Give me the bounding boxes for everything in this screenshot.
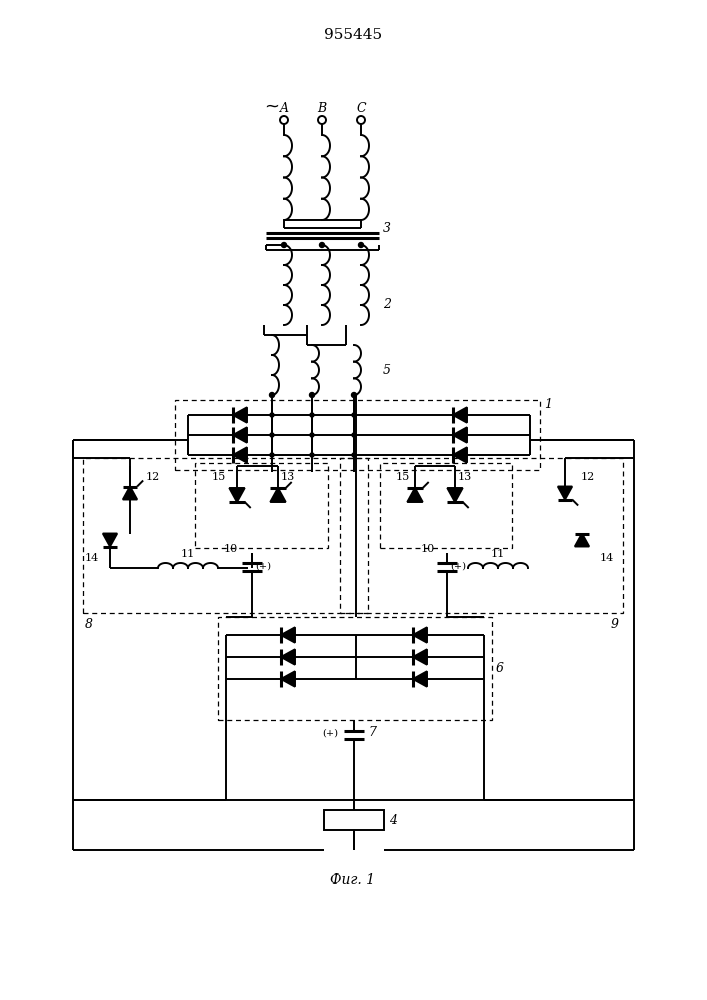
- Polygon shape: [233, 427, 247, 443]
- Polygon shape: [229, 488, 245, 502]
- Circle shape: [351, 392, 356, 397]
- Text: 8: 8: [85, 618, 93, 631]
- Circle shape: [310, 433, 314, 437]
- Circle shape: [310, 453, 314, 457]
- Text: 10: 10: [223, 544, 238, 554]
- Circle shape: [352, 413, 356, 417]
- Circle shape: [270, 433, 274, 437]
- Bar: [380, 463, 512, 548]
- Polygon shape: [270, 488, 286, 502]
- Text: (+): (+): [255, 562, 271, 571]
- Circle shape: [352, 433, 356, 437]
- Circle shape: [270, 413, 274, 417]
- Polygon shape: [413, 627, 427, 643]
- Bar: [218, 617, 492, 720]
- Text: 2: 2: [383, 298, 391, 312]
- Text: 1: 1: [544, 398, 552, 412]
- Text: (+): (+): [322, 728, 338, 738]
- Text: 12: 12: [146, 472, 160, 482]
- Bar: [175, 400, 540, 470]
- Text: 7: 7: [368, 726, 376, 740]
- Text: C: C: [356, 102, 366, 114]
- Text: 5: 5: [383, 363, 391, 376]
- Text: 15: 15: [212, 472, 226, 482]
- Polygon shape: [281, 671, 295, 687]
- Polygon shape: [407, 488, 423, 502]
- Polygon shape: [413, 671, 427, 687]
- Text: 13: 13: [281, 472, 295, 482]
- Polygon shape: [453, 427, 467, 443]
- Text: 11: 11: [491, 549, 505, 559]
- Text: ~: ~: [264, 98, 279, 116]
- Circle shape: [310, 413, 314, 417]
- Bar: [195, 463, 328, 548]
- Bar: [340, 458, 623, 613]
- Text: 955445: 955445: [324, 28, 382, 42]
- Text: Фиг. 1: Фиг. 1: [330, 873, 375, 887]
- Bar: [83, 458, 368, 613]
- Polygon shape: [123, 487, 137, 499]
- Text: A: A: [279, 102, 288, 114]
- Text: 10: 10: [421, 544, 435, 554]
- Text: 15: 15: [396, 472, 410, 482]
- Polygon shape: [413, 649, 427, 665]
- Polygon shape: [281, 627, 295, 643]
- Text: B: B: [317, 102, 327, 114]
- Text: 12: 12: [581, 472, 595, 482]
- Polygon shape: [558, 487, 572, 499]
- Text: (+): (+): [450, 562, 466, 571]
- Circle shape: [358, 242, 363, 247]
- Circle shape: [269, 392, 274, 397]
- Circle shape: [310, 392, 315, 397]
- Polygon shape: [233, 407, 247, 423]
- Polygon shape: [103, 534, 117, 546]
- Text: 3: 3: [383, 222, 391, 234]
- Circle shape: [270, 453, 274, 457]
- Polygon shape: [233, 447, 247, 463]
- Bar: [324, 810, 384, 830]
- Polygon shape: [281, 649, 295, 665]
- Text: 13: 13: [458, 472, 472, 482]
- Text: 9: 9: [611, 618, 619, 631]
- Polygon shape: [453, 407, 467, 423]
- Text: 14: 14: [600, 553, 614, 563]
- Polygon shape: [575, 534, 589, 546]
- Circle shape: [281, 242, 286, 247]
- Polygon shape: [448, 488, 462, 502]
- Text: 11: 11: [181, 549, 195, 559]
- Polygon shape: [453, 447, 467, 463]
- Circle shape: [320, 242, 325, 247]
- Text: 4: 4: [389, 814, 397, 826]
- Circle shape: [352, 453, 356, 457]
- Text: 6: 6: [496, 662, 504, 675]
- Text: 14: 14: [85, 553, 99, 563]
